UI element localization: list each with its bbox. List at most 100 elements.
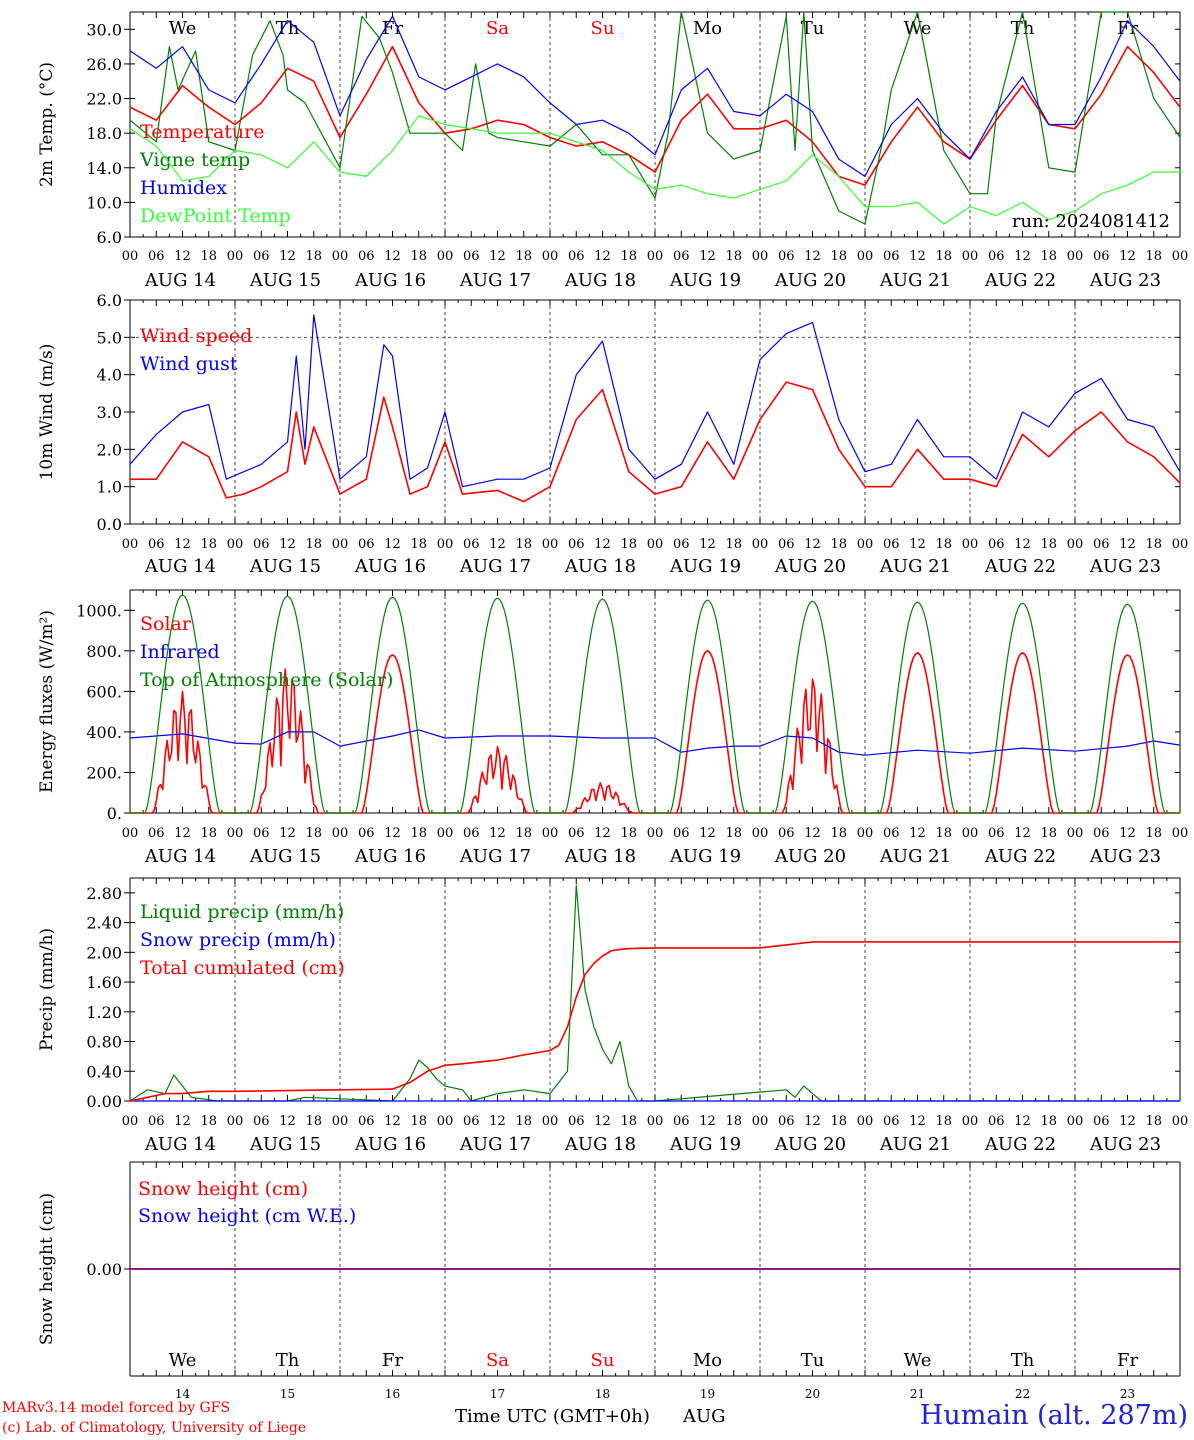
y-tick-label: 200. [86, 763, 122, 782]
model-credit: MARv3.14 model forced by GFS [2, 1400, 231, 1416]
date-label: AUG 18 [564, 846, 636, 867]
y-tick-label: 600. [86, 682, 122, 701]
y-tick-label: 14.0 [86, 159, 122, 178]
date-label: AUG 20 [774, 270, 846, 291]
x-tick-label: 18 [305, 537, 322, 552]
y-axis-label: Energy fluxes (W/m²) [37, 610, 57, 793]
x-tick-label: 06 [883, 826, 900, 841]
x-tick-label: 00 [437, 249, 454, 264]
date-label: AUG 19 [669, 556, 741, 577]
x-tick-label: 12 [1119, 249, 1136, 264]
x-tick-label: 06 [883, 537, 900, 552]
legend-entry: Wind gust [140, 353, 238, 375]
x-tick-label: 00 [542, 826, 559, 841]
x-tick-label: 12 [804, 537, 821, 552]
day-number-label: 23 [1120, 1387, 1135, 1401]
x-tick-label: 12 [1014, 826, 1031, 841]
lab-credit: (c) Lab. of Climatology, University of L… [2, 1420, 307, 1436]
x-tick-label: 06 [463, 249, 480, 264]
date-label: AUG 15 [249, 556, 321, 577]
legend-entry: Liquid precip (mm/h) [140, 901, 344, 923]
legend-entry: Wind speed [140, 325, 252, 347]
x-tick-label: 12 [1119, 1114, 1136, 1129]
x-tick-label: 00 [1067, 1114, 1084, 1129]
x-tick-label: 12 [909, 826, 926, 841]
x-tick-label: 18 [515, 826, 532, 841]
date-label: AUG 19 [669, 270, 741, 291]
y-axis-label: Precip (mm/h) [37, 928, 57, 1051]
x-tick-label: 00 [857, 1114, 874, 1129]
legend-entry: Infrared [140, 641, 220, 663]
x-tick-label: 18 [1040, 1114, 1057, 1129]
date-label: AUG 22 [984, 270, 1056, 291]
x-tick-label: 06 [253, 537, 270, 552]
x-tick-label: 00 [752, 826, 769, 841]
x-tick-label: 12 [279, 1114, 296, 1129]
x-tick-label: 12 [699, 1114, 716, 1129]
date-label: AUG 14 [144, 1134, 216, 1155]
day-number-label: 18 [595, 1387, 610, 1401]
weekday-label: We [169, 1350, 197, 1371]
date-label: AUG 23 [1089, 270, 1161, 291]
y-tick-label: 1000. [76, 601, 122, 620]
y-tick-label: 400. [86, 723, 122, 742]
date-label: AUG 18 [564, 556, 636, 577]
date-label: AUG 16 [354, 1134, 426, 1155]
x-tick-label: 00 [1172, 1114, 1189, 1129]
series-line-top-of-atmosphere-solar [130, 594, 1180, 814]
weekday-label: We [169, 18, 197, 39]
x-tick-label: 00 [752, 249, 769, 264]
x-tick-label: 18 [515, 249, 532, 264]
weekday-label: We [904, 18, 932, 39]
y-tick-label: 4.0 [97, 366, 122, 385]
x-tick-label: 06 [1093, 1114, 1110, 1129]
legend-entry: DewPoint Temp [140, 205, 291, 227]
x-tick-label: 00 [647, 1114, 664, 1129]
weekday-label: Su [591, 1350, 615, 1371]
x-tick-label: 06 [673, 537, 690, 552]
x-tick-label: 18 [830, 826, 847, 841]
x-tick-label: 18 [1145, 826, 1162, 841]
weekday-label: Sa [486, 18, 509, 39]
y-tick-label: 10.0 [86, 193, 122, 212]
weekday-label: Fr [382, 18, 403, 39]
weekday-label: Fr [382, 1350, 403, 1371]
y-tick-label: 30.0 [86, 20, 122, 39]
x-tick-label: 06 [148, 537, 165, 552]
y-tick-label: 22.0 [86, 90, 122, 109]
x-tick-label: 12 [699, 826, 716, 841]
weekday-label: Mo [693, 18, 722, 39]
x-tick-label: 06 [358, 826, 375, 841]
x-tick-label: 18 [305, 1114, 322, 1129]
x-tick-label: 12 [279, 826, 296, 841]
x-tick-label: 00 [122, 537, 139, 552]
date-label: AUG 15 [249, 1134, 321, 1155]
date-label: AUG 21 [879, 556, 951, 577]
legend-entry: Vigne temp [139, 149, 250, 171]
weekday-label: Tu [801, 1350, 825, 1371]
weekday-label: Su [591, 18, 615, 39]
date-label: AUG 17 [459, 556, 531, 577]
x-tick-label: 06 [673, 1114, 690, 1129]
x-tick-label: 00 [542, 1114, 559, 1129]
y-tick-label: 0.00 [86, 1260, 122, 1279]
series-line-wind-speed [130, 381, 1181, 503]
weekday-label: Th [276, 1350, 300, 1371]
series-line-vigne-temp [129, 11, 1181, 225]
x-tick-label: 00 [122, 826, 139, 841]
legend-entry: Snow precip (mm/h) [140, 929, 336, 951]
legend-entry: Temperature [140, 121, 264, 143]
x-tick-label: 00 [962, 537, 979, 552]
x-tick-label: 18 [935, 1114, 952, 1129]
x-tick-label: 06 [358, 537, 375, 552]
x-tick-label: 06 [148, 826, 165, 841]
x-tick-label: 00 [332, 537, 349, 552]
x-tick-label: 06 [778, 1114, 795, 1129]
x-tick-label: 18 [725, 249, 742, 264]
x-tick-label: 18 [305, 249, 322, 264]
date-label: AUG 22 [984, 1134, 1056, 1155]
x-tick-label: 12 [594, 249, 611, 264]
x-tick-label: 00 [437, 1114, 454, 1129]
date-label: AUG 14 [144, 270, 216, 291]
date-label: AUG 23 [1089, 1134, 1161, 1155]
